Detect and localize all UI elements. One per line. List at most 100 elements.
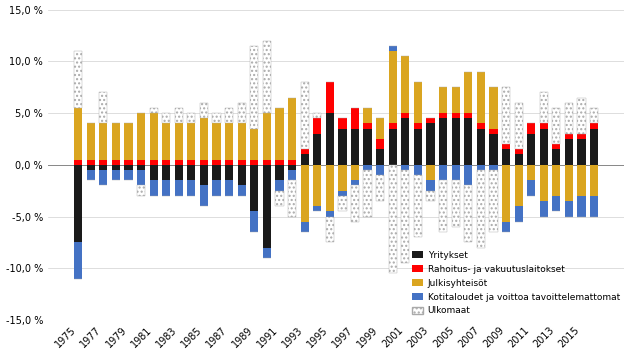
Bar [326, 217, 334, 242]
Bar [124, 170, 132, 180]
Bar [162, 124, 170, 160]
Bar [74, 108, 82, 160]
Bar [86, 124, 94, 160]
Bar [99, 92, 107, 124]
Bar [401, 118, 410, 165]
Bar [288, 160, 296, 165]
Bar [452, 118, 460, 165]
Bar [149, 160, 158, 165]
Bar [225, 108, 233, 124]
Bar [187, 113, 195, 124]
Bar [477, 170, 485, 247]
Bar [263, 40, 271, 113]
Bar [578, 134, 586, 139]
Bar [376, 165, 384, 175]
Bar [452, 180, 460, 227]
Bar [86, 160, 94, 165]
Bar [414, 124, 422, 129]
Bar [149, 165, 158, 180]
Bar [74, 165, 82, 242]
Bar [364, 129, 372, 165]
Bar [515, 206, 523, 222]
Bar [427, 118, 435, 124]
Bar [313, 206, 321, 211]
Bar [162, 165, 170, 180]
Bar [376, 149, 384, 165]
Legend: Yritykset, Rahoitus- ja vakuutuslaitokset, Julkisyhteisöt, Kotitaloudet ja voitt: Yritykset, Rahoitus- ja vakuutuslaitokse… [412, 251, 620, 316]
Bar [200, 160, 208, 165]
Bar [452, 165, 460, 180]
Bar [86, 165, 94, 170]
Bar [540, 165, 548, 201]
Bar [439, 165, 447, 180]
Bar [250, 211, 258, 232]
Bar [250, 160, 258, 165]
Bar [187, 180, 195, 196]
Bar [364, 170, 372, 217]
Bar [301, 149, 309, 154]
Bar [74, 160, 82, 165]
Bar [263, 165, 271, 247]
Bar [200, 165, 208, 185]
Bar [427, 180, 435, 191]
Bar [553, 149, 561, 165]
Bar [452, 87, 460, 113]
Bar [490, 134, 498, 165]
Bar [439, 113, 447, 118]
Bar [477, 165, 485, 170]
Bar [187, 160, 195, 165]
Bar [427, 165, 435, 180]
Bar [149, 108, 158, 113]
Bar [389, 51, 397, 124]
Bar [527, 165, 536, 180]
Bar [590, 129, 598, 165]
Bar [414, 175, 422, 237]
Bar [351, 165, 359, 180]
Bar [389, 129, 397, 165]
Bar [502, 222, 510, 232]
Bar [301, 222, 309, 232]
Bar [502, 165, 510, 222]
Bar [351, 180, 359, 185]
Bar [263, 247, 271, 258]
Bar [175, 160, 183, 165]
Bar [389, 124, 397, 129]
Bar [490, 165, 498, 170]
Bar [477, 124, 485, 129]
Bar [338, 129, 346, 165]
Bar [149, 180, 158, 196]
Bar [288, 180, 296, 217]
Bar [112, 160, 120, 165]
Bar [162, 113, 170, 124]
Bar [578, 165, 586, 196]
Bar [200, 103, 208, 118]
Bar [162, 160, 170, 165]
Bar [351, 108, 359, 129]
Bar [477, 129, 485, 165]
Bar [301, 165, 309, 222]
Bar [401, 165, 410, 170]
Bar [275, 180, 284, 191]
Bar [578, 196, 586, 217]
Bar [452, 113, 460, 118]
Bar [238, 165, 246, 185]
Bar [351, 185, 359, 222]
Bar [565, 134, 573, 139]
Bar [74, 242, 82, 279]
Bar [212, 180, 220, 196]
Bar [175, 165, 183, 180]
Bar [212, 113, 220, 124]
Bar [313, 113, 321, 118]
Bar [187, 124, 195, 160]
Bar [301, 82, 309, 149]
Bar [376, 118, 384, 139]
Bar [414, 129, 422, 165]
Bar [515, 149, 523, 154]
Bar [112, 165, 120, 170]
Bar [162, 180, 170, 196]
Bar [414, 165, 422, 175]
Bar [527, 134, 536, 165]
Bar [288, 170, 296, 180]
Bar [175, 180, 183, 196]
Bar [464, 118, 472, 165]
